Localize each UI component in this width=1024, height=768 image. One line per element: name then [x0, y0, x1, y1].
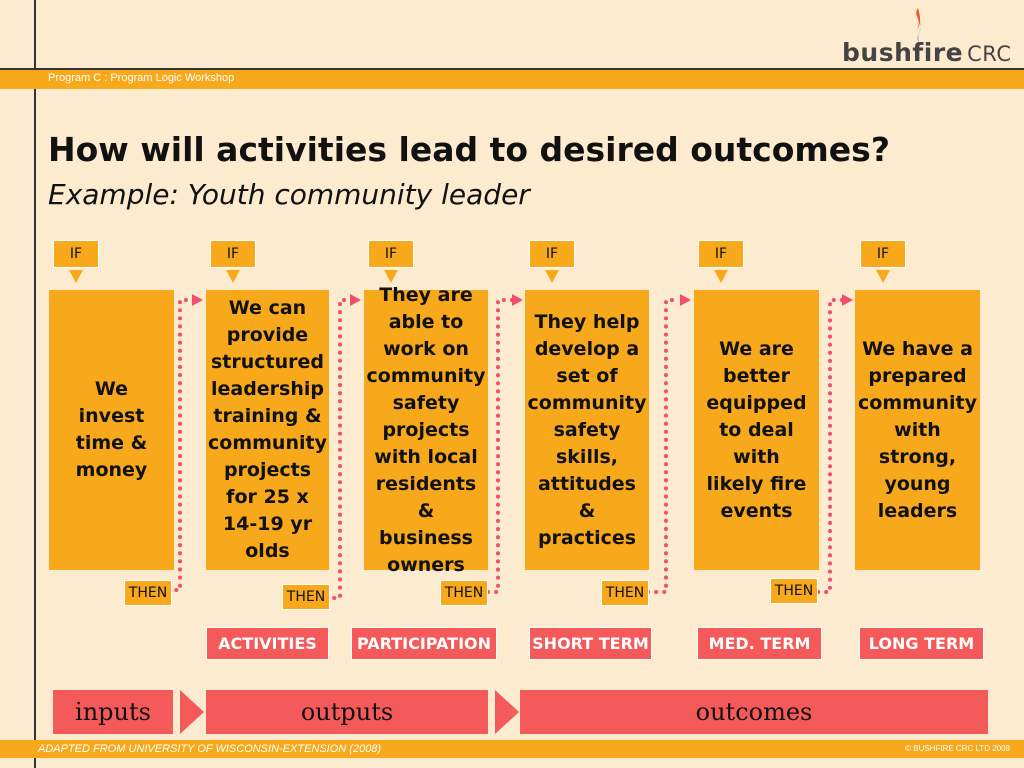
then-tag: THEN [282, 584, 330, 610]
step-box-long-term: We have a prepared community with strong… [855, 290, 980, 570]
copyright: © BUSHFIRE CRC LTD 2009 [905, 744, 1010, 753]
chevron-right-icon [495, 690, 519, 734]
then-tag: THEN [601, 580, 649, 606]
dotted-connector [486, 298, 514, 594]
step-text: They are able to work on community safet… [366, 283, 486, 576]
logo-wordmark: bushfire CRC [842, 38, 1011, 67]
step-text: We can provide structured leadership tra… [208, 297, 327, 562]
footer-band: ADAPTED FROM UNIVERSITY OF WISCONSIN-EXT… [0, 740, 1024, 758]
down-arrow-icon [69, 270, 83, 283]
step-box-inputs: We invest time & money [49, 290, 174, 570]
if-tag: IF [368, 240, 414, 268]
down-arrow-icon [226, 270, 240, 283]
category-long-term: LONG TERM [859, 627, 984, 660]
if-tag: IF [860, 240, 906, 268]
category-activities: ACTIVITIES [206, 627, 329, 660]
if-tag: IF [210, 240, 256, 268]
category-short-term: SHORT TERM [529, 627, 652, 660]
step-text: They help develop a set of community saf… [527, 310, 647, 549]
flame-icon [916, 8, 922, 42]
step-text: We are better equipped to deal with like… [706, 337, 807, 522]
step-box-activities: We can provide structured leadership tra… [206, 290, 329, 570]
step-text: We have a prepared community with strong… [858, 337, 977, 522]
category-med-term: MED. TERM [697, 627, 822, 660]
step-box-participation: They are able to work on community safet… [364, 284, 488, 576]
step-box-med-term: We are better equipped to deal with like… [694, 290, 819, 570]
then-tag: THEN [440, 580, 488, 606]
if-tag: IF [698, 240, 744, 268]
logo-brand: bushfire [842, 38, 964, 67]
header-band: Program C : Program Logic Workshop [0, 68, 1024, 89]
phase-inputs: inputs [53, 690, 173, 734]
arrow-right-icon [512, 294, 523, 306]
phase-outcomes: outcomes [520, 690, 988, 734]
dotted-connector [646, 298, 682, 594]
arrow-right-icon [192, 294, 203, 306]
arrow-right-icon [350, 294, 361, 306]
dotted-connector [816, 298, 844, 594]
phase-outputs: outputs [206, 690, 488, 734]
chevron-right-icon [180, 690, 204, 734]
page-subtitle: Example: Youth community leader [48, 178, 530, 211]
then-tag: THEN [124, 580, 172, 606]
down-arrow-icon [545, 270, 559, 283]
logo-suffix: CRC [967, 42, 1012, 66]
then-tag: THEN [770, 578, 818, 604]
page-title: How will activities lead to desired outc… [48, 130, 890, 169]
if-tag: IF [53, 240, 99, 268]
program-label: Program C : Program Logic Workshop [48, 72, 235, 84]
step-box-short-term: They help develop a set of community saf… [525, 290, 649, 570]
if-tag: IF [529, 240, 575, 268]
category-participation: PARTICIPATION [351, 627, 497, 660]
source-credit: ADAPTED FROM UNIVERSITY OF WISCONSIN-EXT… [38, 743, 382, 755]
down-arrow-icon [714, 270, 728, 283]
down-arrow-icon [876, 270, 890, 283]
down-arrow-icon [384, 270, 398, 283]
left-vertical-rule [34, 0, 36, 768]
arrow-right-icon [680, 294, 691, 306]
step-text: We invest time & money [75, 378, 148, 481]
arrow-right-icon [842, 294, 853, 306]
bushfire-crc-logo: bushfire CRC [842, 8, 1011, 68]
